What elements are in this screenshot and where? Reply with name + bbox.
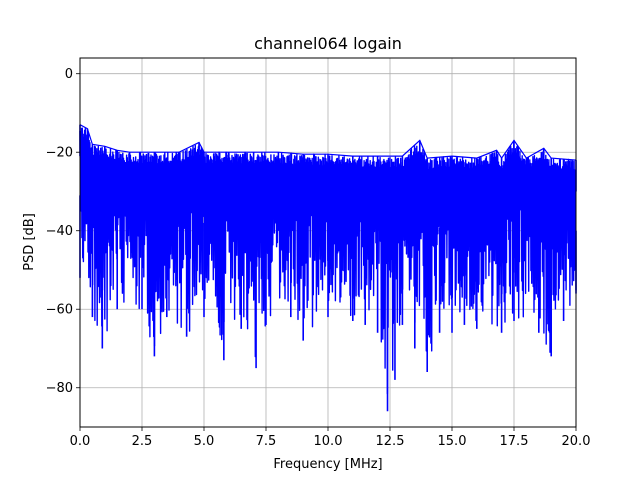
x-tick-label: 20.0 [562,434,591,449]
x-tick-label: 0.0 [70,434,91,449]
x-tick-label: 7.5 [256,434,277,449]
x-axis-label: Frequency [MHz] [273,457,382,472]
y-tick-label: −60 [46,303,73,318]
data-layer [79,124,577,412]
x-tick-label: 2.5 [132,434,153,449]
y-tick-label: −20 [46,146,73,161]
chart-title: channel064 logain [254,34,402,53]
y-tick-label: −40 [46,224,73,239]
y-axis-label: PSD [dB] [22,213,37,271]
x-tick-label: 12.5 [376,434,405,449]
x-tick-label: 10.0 [314,434,343,449]
x-tick-label: 15.0 [438,434,467,449]
y-tick-label: −80 [46,381,73,396]
ticks: 0.0 2.5 5.0 7.5 10.0 12.5 15.0 17.5 20.0 −80 −60 −4… [46,67,591,449]
x-tick-label: 17.5 [500,434,529,449]
series-line [79,127,577,395]
x-tick-label: 5.0 [194,434,215,449]
y-tick-label: 0 [65,67,73,82]
